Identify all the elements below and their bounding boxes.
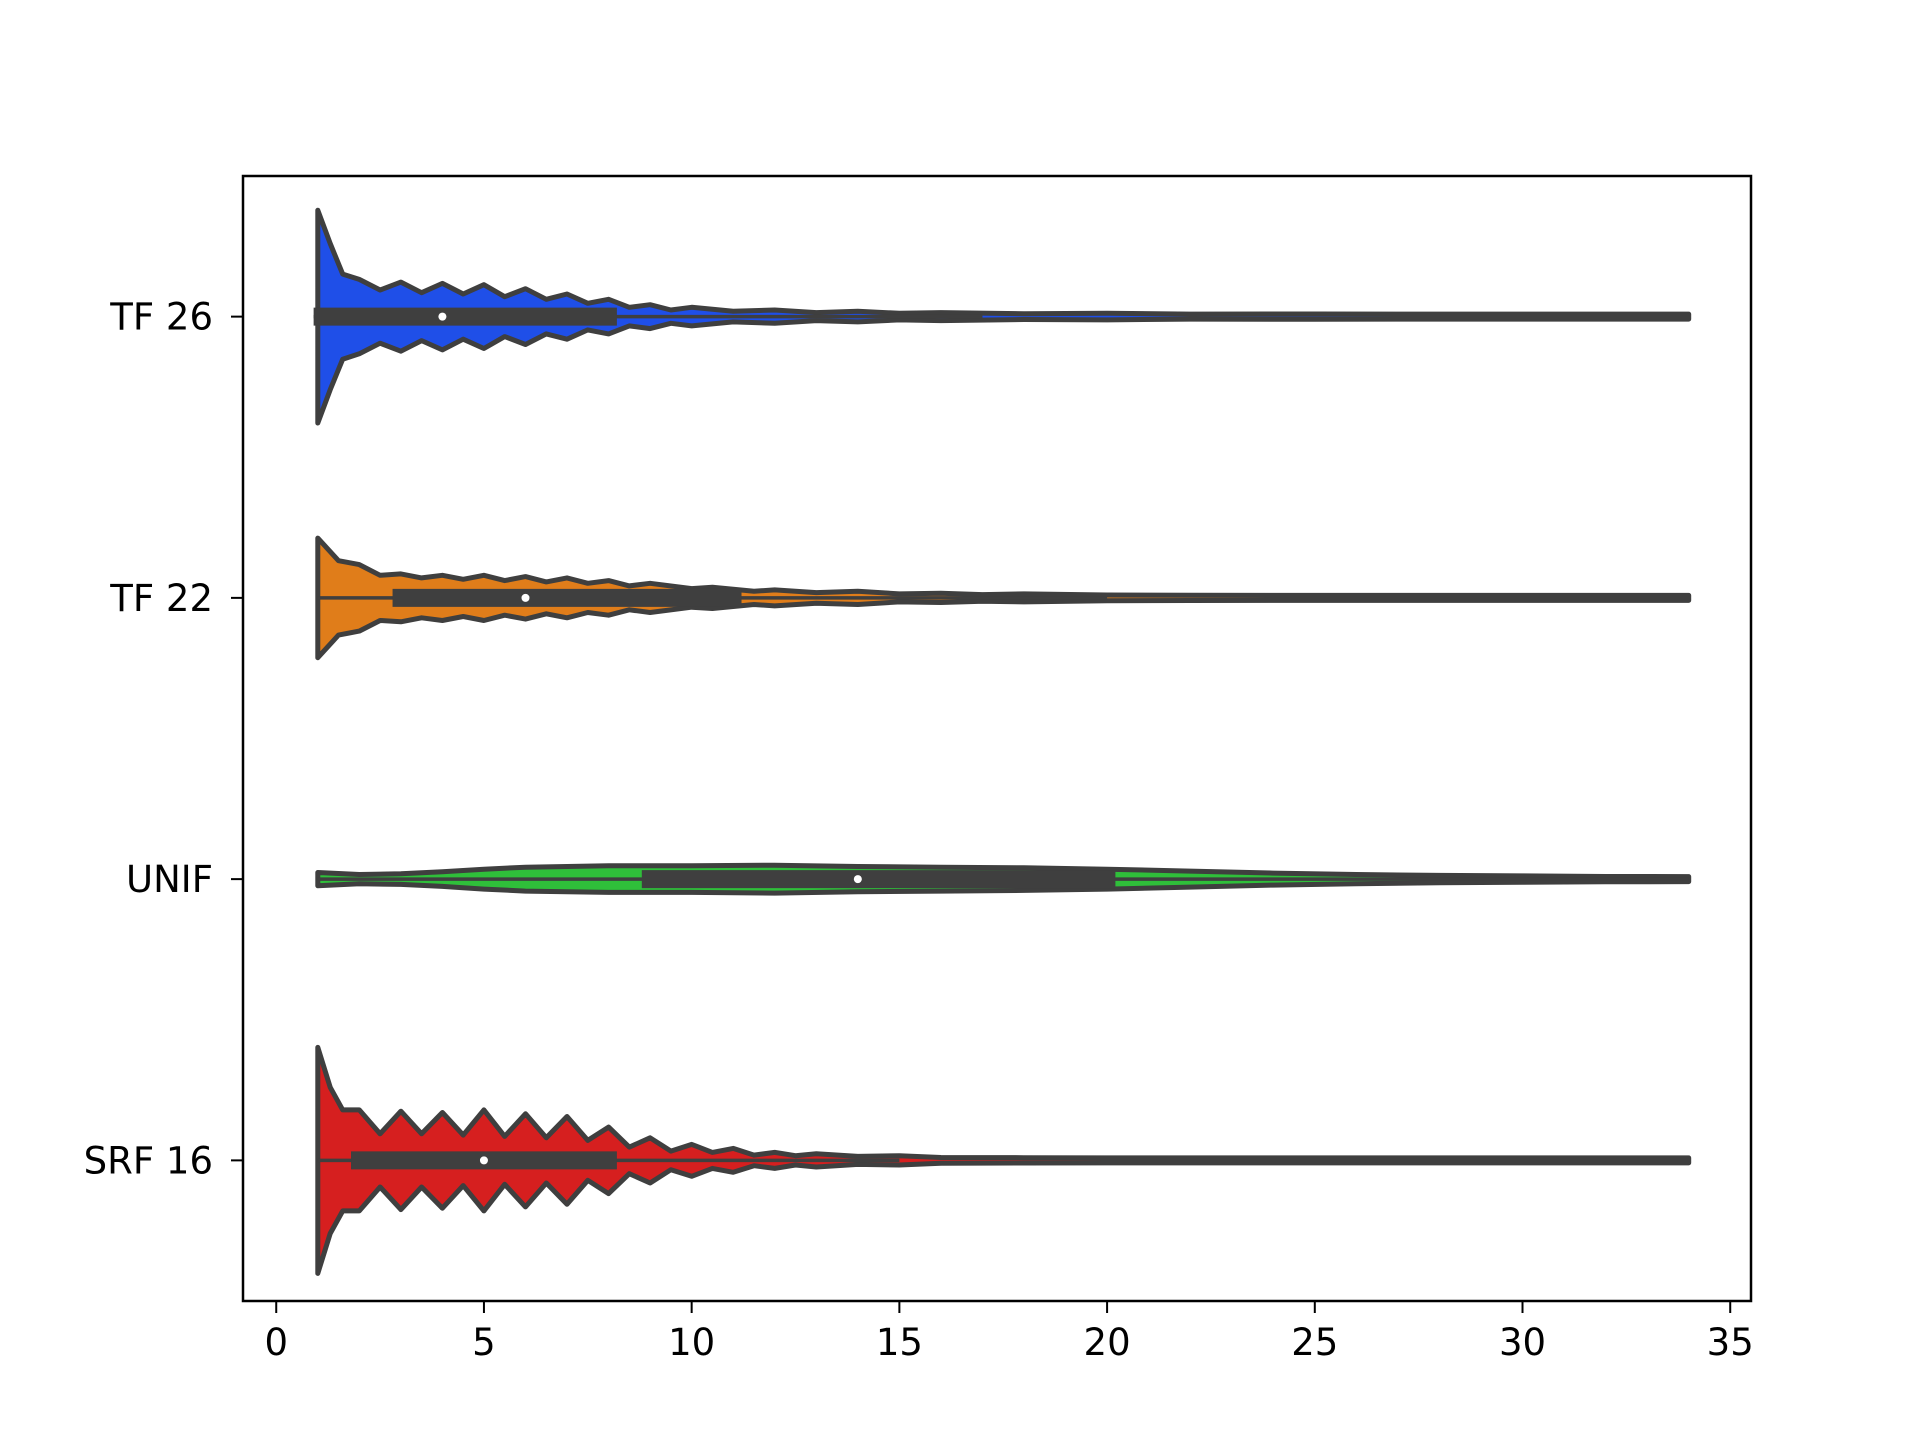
- x-tick-label: 10: [668, 1321, 715, 1364]
- plot-area-frame: [241, 174, 1753, 1303]
- violin-body-tf-26: [315, 207, 1692, 426]
- iqr-box-unif: [641, 870, 1116, 889]
- x-tick-label: 25: [1291, 1321, 1338, 1364]
- y-axis: TF 26 TF 22 UNIF SRF 16: [84, 296, 243, 1182]
- iqr-box-tf-26: [313, 307, 617, 326]
- y-tick-label: TF 22: [109, 577, 213, 620]
- median-point-tf-26: [438, 312, 447, 321]
- violin-srf-16: [315, 1044, 1692, 1276]
- violin-body-srf-16: [315, 1044, 1692, 1276]
- x-tick-label: 5: [472, 1321, 496, 1364]
- violin-tf-26: [313, 207, 1692, 426]
- x-tick-label: 35: [1707, 1321, 1754, 1364]
- violin-layer: [313, 207, 1692, 1276]
- y-tick-label: SRF 16: [84, 1139, 213, 1182]
- violin-unif: [315, 862, 1692, 896]
- median-point-tf-22: [521, 593, 530, 602]
- x-tick-label: 15: [876, 1321, 923, 1364]
- x-tick-label: 20: [1084, 1321, 1131, 1364]
- x-tick-label: 0: [264, 1321, 288, 1364]
- iqr-box-tf-22: [392, 588, 742, 607]
- y-tick-label: TF 26: [109, 296, 213, 339]
- violin-tf-22: [315, 535, 1692, 661]
- y-tick-label: UNIF: [126, 858, 213, 901]
- median-point-srf-16: [479, 1156, 488, 1165]
- x-tick-label: 30: [1499, 1321, 1546, 1364]
- x-axis: 0 5 10 15 20 25 30 35: [264, 1301, 1754, 1364]
- median-point-unif: [853, 875, 862, 884]
